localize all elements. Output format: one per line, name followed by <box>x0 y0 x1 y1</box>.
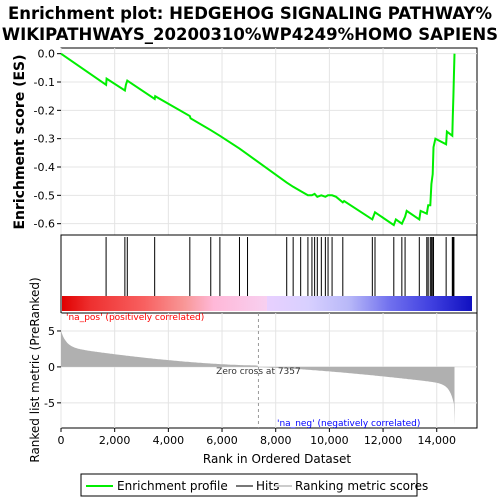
rank-tick-label: 5 <box>48 325 55 338</box>
es-tick-label: -0.6 <box>34 218 55 231</box>
rank-x-tick-label: 10,000 <box>310 434 349 447</box>
rank-x-tick-label: 14,000 <box>417 434 456 447</box>
es-tick-label: 0.0 <box>38 48 56 61</box>
rank-y-ticks: 5 0 -5 <box>44 325 61 410</box>
rank-x-tick-label: 0 <box>58 434 65 447</box>
chart-title-line1: Enrichment plot: HEDGEHOG SIGNALING PATH… <box>8 4 492 23</box>
zero-cross-label: Zero cross at 7357 <box>216 367 301 377</box>
es-tick-label: -0.1 <box>34 76 55 89</box>
legend: Enrichment profile Hits Ranking metric s… <box>80 473 428 497</box>
legend-hits-label: Hits <box>256 479 279 493</box>
es-y-ticks: 0.0 -0.1 -0.2 -0.3 -0.4 -0.5 -0.6 <box>34 48 61 231</box>
es-tick-label: -0.4 <box>34 161 55 174</box>
enrichment-profile-line <box>60 52 456 227</box>
es-tick-label: -0.2 <box>34 104 55 117</box>
legend-ranking-label: Ranking metric scores <box>295 479 428 493</box>
legend-enrichment-label: Enrichment profile <box>117 479 228 493</box>
rank-x-tick-label: 4,000 <box>153 434 185 447</box>
rank-x-axis-label: Rank in Ordered Dataset <box>203 452 351 466</box>
rank-x-tick-label: 12,000 <box>364 434 403 447</box>
ranked-heatmap-bar <box>62 296 472 311</box>
rank-x-tick-label: 2,000 <box>99 434 131 447</box>
es-tick-label: -0.5 <box>34 189 55 202</box>
pos-correlated-label: 'na_pos' (positively correlated) <box>66 313 204 323</box>
neg-correlated-label: 'na_neg' (negatively correlated) <box>277 419 420 429</box>
es-y-axis-label: Enrichment score (ES) <box>12 54 28 229</box>
rank-tick-label: 0 <box>48 361 55 374</box>
rank-x-ticks: 0 2,000 4,000 6,000 8,000 10,000 12,000 14,000 <box>58 428 456 447</box>
rank-y-axis-label: Ranked list metric (PreRanked) <box>28 277 42 462</box>
rank-x-tick-label: 6,000 <box>206 434 238 447</box>
rank-tick-label: -5 <box>44 397 55 410</box>
es-tick-label: -0.3 <box>34 133 55 146</box>
chart-title-line2: WIKIPATHWAYS_20200310%WP4249%HOMO SAPIEN… <box>2 25 498 44</box>
es-panel-frame <box>60 47 478 236</box>
es-gridlines <box>60 48 477 235</box>
rank-x-tick-label: 8,000 <box>260 434 292 447</box>
hit-marks <box>105 237 455 296</box>
